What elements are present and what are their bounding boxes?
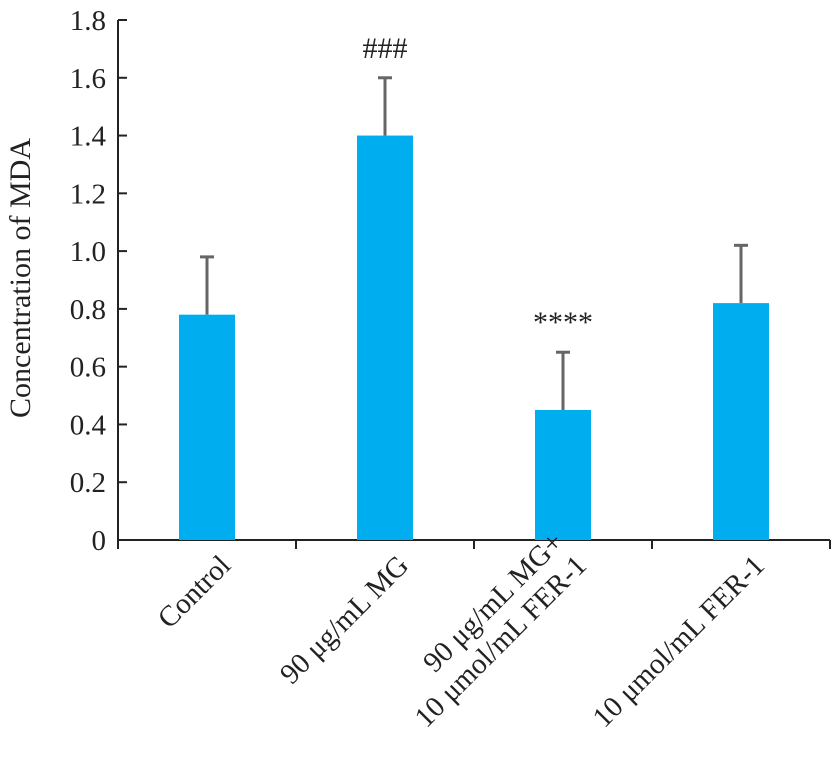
y-tick-label: 1.8	[70, 5, 106, 37]
y-tick-label: 1.4	[70, 121, 107, 153]
bar	[357, 135, 413, 541]
x-category-label: Control	[152, 549, 237, 634]
x-category-label: 90 μg/mL MG	[274, 549, 415, 690]
x-category-label-line: Control	[152, 549, 237, 634]
y-tick-label: 0.2	[70, 467, 106, 499]
y-tick-label: 0	[92, 525, 107, 557]
significance-annotation: ****	[533, 306, 593, 339]
y-tick-label: 1.2	[70, 178, 106, 210]
y-tick-label: 1.6	[70, 63, 106, 95]
y-tick-label: 0.8	[70, 294, 106, 326]
bar	[713, 303, 769, 540]
significance-annotation: ###	[363, 32, 408, 65]
x-category-label: 90 μg/mL MG+10 μmol/mL FER-1	[409, 526, 593, 734]
y-axis-title: Concentration of MDA	[4, 138, 37, 418]
x-category-label-line: 10 μmol/mL FER-1	[587, 549, 771, 733]
x-category-label-line: 90 μg/mL MG	[274, 549, 415, 690]
y-tick-label: 0.6	[70, 352, 106, 384]
y-tick-label: 1.0	[70, 236, 106, 268]
bar	[535, 410, 591, 540]
bar	[179, 314, 235, 540]
x-category-label: 10 μmol/mL FER-1	[587, 549, 771, 733]
y-tick-label: 0.4	[70, 409, 107, 441]
